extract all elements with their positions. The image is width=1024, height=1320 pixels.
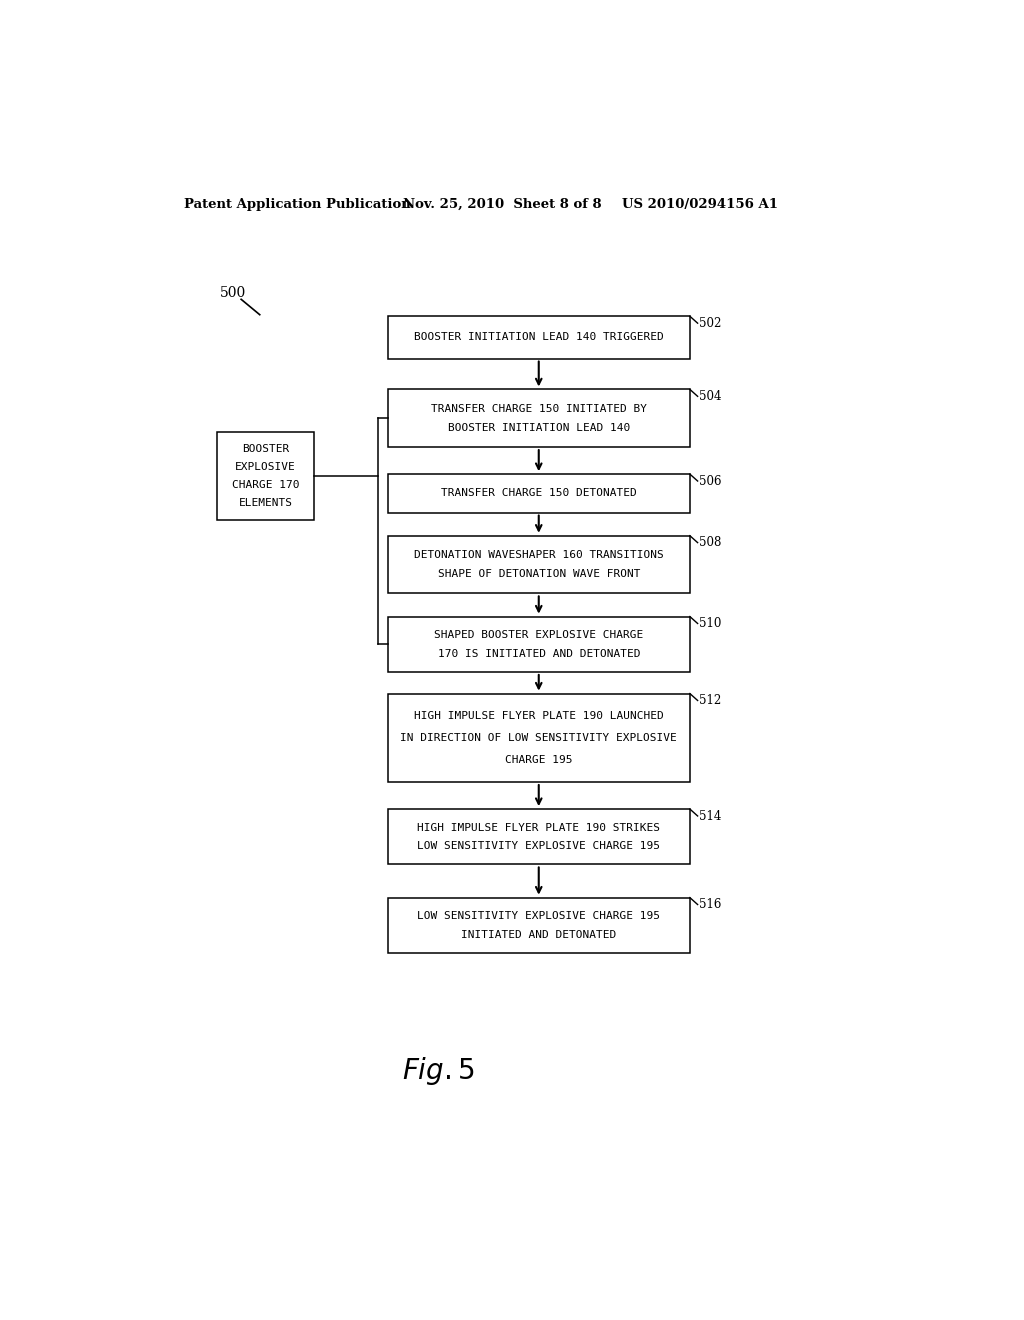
- Text: $\mathit{Fig.5}$: $\mathit{Fig.5}$: [401, 1055, 474, 1086]
- Bar: [388, 389, 690, 447]
- Text: Patent Application Publication: Patent Application Publication: [183, 198, 411, 211]
- Text: 508: 508: [699, 536, 722, 549]
- Text: 514: 514: [699, 810, 722, 822]
- Text: INITIATED AND DETONATED: INITIATED AND DETONATED: [461, 929, 616, 940]
- Text: LOW SENSITIVITY EXPLOSIVE CHARGE 195: LOW SENSITIVITY EXPLOSIVE CHARGE 195: [417, 841, 660, 851]
- Text: CHARGE 195: CHARGE 195: [505, 755, 572, 766]
- Bar: [217, 432, 314, 520]
- Bar: [388, 809, 690, 865]
- Bar: [388, 317, 690, 359]
- Text: DETONATION WAVESHAPER 160 TRANSITIONS: DETONATION WAVESHAPER 160 TRANSITIONS: [414, 550, 664, 560]
- Bar: [388, 898, 690, 953]
- Text: BOOSTER: BOOSTER: [242, 445, 289, 454]
- Text: 516: 516: [699, 899, 722, 911]
- Text: HIGH IMPULSE FLYER PLATE 190 LAUNCHED: HIGH IMPULSE FLYER PLATE 190 LAUNCHED: [414, 710, 664, 721]
- Text: EXPLOSIVE: EXPLOSIVE: [236, 462, 296, 473]
- Text: 500: 500: [219, 286, 246, 300]
- Text: 506: 506: [699, 475, 722, 488]
- Text: SHAPE OF DETONATION WAVE FRONT: SHAPE OF DETONATION WAVE FRONT: [437, 569, 640, 579]
- Text: SHAPED BOOSTER EXPLOSIVE CHARGE: SHAPED BOOSTER EXPLOSIVE CHARGE: [434, 630, 643, 640]
- Bar: [388, 616, 690, 672]
- Text: TRANSFER CHARGE 150 DETONATED: TRANSFER CHARGE 150 DETONATED: [441, 488, 637, 499]
- Text: CHARGE 170: CHARGE 170: [231, 480, 299, 490]
- Text: LOW SENSITIVITY EXPLOSIVE CHARGE 195: LOW SENSITIVITY EXPLOSIVE CHARGE 195: [417, 911, 660, 921]
- Text: ELEMENTS: ELEMENTS: [239, 498, 293, 508]
- Text: US 2010/0294156 A1: US 2010/0294156 A1: [623, 198, 778, 211]
- Text: 510: 510: [699, 618, 722, 631]
- Text: 504: 504: [699, 391, 722, 403]
- Text: HIGH IMPULSE FLYER PLATE 190 STRIKES: HIGH IMPULSE FLYER PLATE 190 STRIKES: [417, 822, 660, 833]
- Text: Nov. 25, 2010  Sheet 8 of 8: Nov. 25, 2010 Sheet 8 of 8: [403, 198, 602, 211]
- Text: 502: 502: [699, 317, 722, 330]
- Text: BOOSTER INITIATION LEAD 140: BOOSTER INITIATION LEAD 140: [447, 422, 630, 433]
- Text: TRANSFER CHARGE 150 INITIATED BY: TRANSFER CHARGE 150 INITIATED BY: [431, 404, 647, 413]
- Text: BOOSTER INITIATION LEAD 140 TRIGGERED: BOOSTER INITIATION LEAD 140 TRIGGERED: [414, 333, 664, 342]
- Bar: [388, 474, 690, 512]
- Text: 170 IS INITIATED AND DETONATED: 170 IS INITIATED AND DETONATED: [437, 648, 640, 659]
- Text: IN DIRECTION OF LOW SENSITIVITY EXPLOSIVE: IN DIRECTION OF LOW SENSITIVITY EXPLOSIV…: [400, 733, 677, 743]
- Bar: [388, 693, 690, 781]
- Bar: [388, 536, 690, 594]
- Text: 512: 512: [699, 694, 722, 708]
